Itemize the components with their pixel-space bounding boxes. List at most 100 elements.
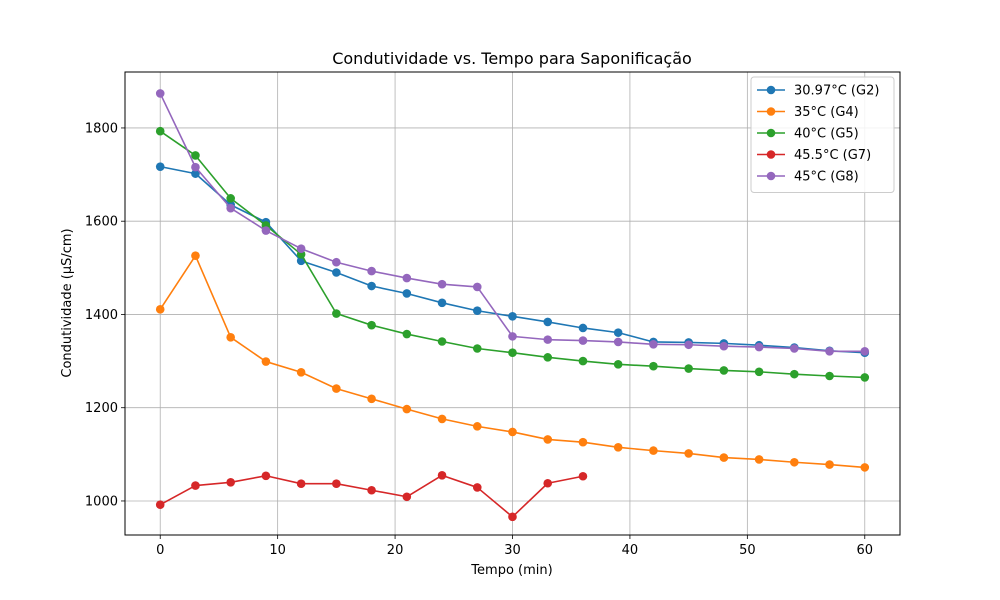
data-point xyxy=(155,89,165,98)
data-point xyxy=(578,437,588,447)
data-point xyxy=(332,309,341,318)
series-layer xyxy=(155,89,870,522)
data-point xyxy=(402,329,412,339)
data-point xyxy=(155,500,165,509)
legend-swatch-marker xyxy=(766,85,776,95)
data-point xyxy=(578,356,588,366)
data-point xyxy=(226,203,235,213)
data-point xyxy=(367,320,376,330)
data-point xyxy=(437,337,447,346)
data-point xyxy=(367,394,376,404)
data-point xyxy=(367,281,376,291)
data-point xyxy=(543,353,553,362)
data-point xyxy=(754,342,764,352)
y-tick-label: 1800 xyxy=(85,121,118,136)
series-3 xyxy=(155,471,588,522)
data-point xyxy=(332,479,341,489)
data-point xyxy=(332,268,341,277)
data-point xyxy=(684,364,693,373)
legend-label: 35°C (G4) xyxy=(794,105,859,120)
legend-swatch-marker xyxy=(766,107,776,116)
data-point xyxy=(191,251,200,261)
data-point xyxy=(296,244,306,254)
data-point xyxy=(649,361,658,371)
data-point xyxy=(860,373,870,382)
data-point xyxy=(472,422,482,431)
legend-item: 45.5°C (G7) xyxy=(757,148,871,163)
data-point xyxy=(543,435,553,444)
x-tick-label: 10 xyxy=(269,543,286,558)
x-tick-label: 40 xyxy=(622,543,639,558)
data-point xyxy=(508,348,517,357)
legend-label: 30.97°C (G2) xyxy=(794,84,879,99)
data-point xyxy=(191,169,200,178)
data-point xyxy=(508,427,517,437)
x-tick-label: 60 xyxy=(856,543,873,558)
legend-item: 30.97°C (G2) xyxy=(757,84,879,99)
data-point xyxy=(155,126,165,136)
legend-item: 40°C (G5) xyxy=(757,127,859,142)
data-point xyxy=(790,369,799,379)
data-point xyxy=(790,457,799,467)
data-point xyxy=(332,257,341,267)
data-point xyxy=(754,455,764,464)
data-point xyxy=(578,323,588,333)
data-point xyxy=(367,266,376,276)
data-point xyxy=(155,162,165,171)
legend-label: 45°C (G8) xyxy=(794,170,859,185)
data-point xyxy=(472,306,482,316)
data-point xyxy=(296,479,306,489)
data-point xyxy=(825,460,834,469)
chart-title: Condutividade vs. Tempo para Saponificaç… xyxy=(332,49,692,68)
legend-item: 35°C (G4) xyxy=(757,105,859,120)
y-tick-label: 1600 xyxy=(85,215,118,230)
legend-label: 40°C (G5) xyxy=(794,127,859,142)
x-tick-label: 30 xyxy=(504,543,521,558)
data-point xyxy=(860,346,870,356)
data-point xyxy=(613,337,623,347)
data-point xyxy=(754,367,764,377)
data-point xyxy=(226,194,235,203)
data-point xyxy=(437,279,447,289)
data-point xyxy=(437,471,447,480)
legend-label: 45.5°C (G7) xyxy=(794,148,871,163)
legend-swatch-marker xyxy=(766,150,776,159)
x-tick-label: 0 xyxy=(156,543,164,558)
x-axis-title: Tempo (min) xyxy=(470,563,552,578)
x-tick-label: 50 xyxy=(739,543,756,558)
ticks: 0 10 20 30 40 50 60 1000 1200 1400 1600 1800 xyxy=(85,121,873,558)
y-axis-title: Condutividade (µS/cm) xyxy=(60,228,75,377)
data-point xyxy=(437,414,447,424)
series-1 xyxy=(155,251,870,472)
data-point xyxy=(719,366,729,375)
y-tick-label: 1400 xyxy=(85,308,118,323)
data-point xyxy=(226,333,235,342)
data-point xyxy=(191,481,200,490)
data-point xyxy=(261,226,271,235)
data-point xyxy=(543,317,553,327)
data-point xyxy=(543,335,553,344)
legend-box xyxy=(750,76,895,193)
data-point xyxy=(684,340,693,350)
data-point xyxy=(543,478,553,488)
data-point xyxy=(332,384,341,393)
data-point xyxy=(578,471,588,481)
legend-item: 45°C (G8) xyxy=(757,170,859,185)
data-point xyxy=(649,446,658,455)
data-point xyxy=(296,367,306,377)
y-tick-label: 1200 xyxy=(85,401,118,416)
legend-swatch-marker xyxy=(766,171,776,181)
data-point xyxy=(825,346,834,356)
data-point xyxy=(613,328,623,337)
data-point xyxy=(402,492,412,502)
y-tick-label: 1000 xyxy=(85,494,118,509)
data-point xyxy=(578,336,588,345)
data-point xyxy=(790,344,799,353)
data-point xyxy=(472,483,482,492)
data-point xyxy=(226,478,235,487)
data-point xyxy=(719,453,729,462)
data-point xyxy=(367,485,376,495)
data-point xyxy=(508,512,517,522)
series-4 xyxy=(155,89,870,356)
